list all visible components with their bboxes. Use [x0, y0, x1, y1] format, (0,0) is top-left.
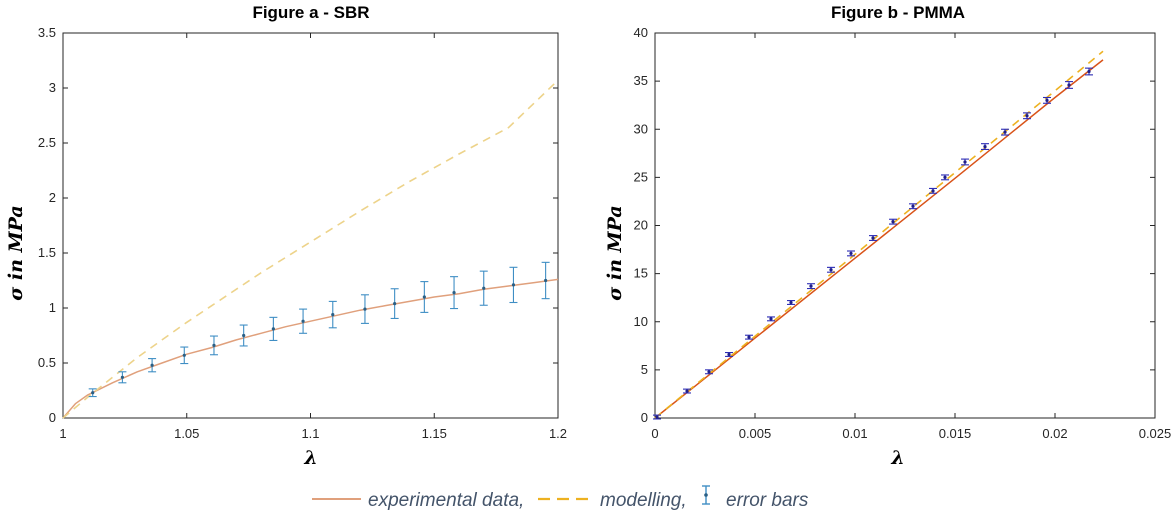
chart-b-errorbar: [725, 351, 733, 357]
chart-a-ytick-label: 1: [49, 300, 56, 315]
chart-b-ytick-label: 40: [634, 25, 648, 40]
chart-b-ytick-label: 35: [634, 73, 648, 88]
chart-a-errorbar: [269, 316, 278, 342]
chart-b-errorbar: [767, 316, 775, 322]
chart-a-ytick-label: 1.5: [38, 245, 56, 260]
chart-a-errorbar: [450, 276, 459, 310]
chart-a-xtick-label: 1.05: [174, 426, 199, 441]
chart-b-xtick-label: 0.01: [842, 426, 867, 441]
legend: experimental data, modelling, error bars: [312, 485, 809, 511]
chart-b-xtick-label: 0.025: [1139, 426, 1172, 441]
chart-a-ytick-label: 2: [49, 190, 56, 205]
chart-a-ytick-label: 3: [49, 80, 56, 95]
chart-b-errorbar: [981, 143, 989, 151]
chart-a-errorbar: [299, 308, 308, 334]
chart-b-errorbar: [961, 158, 969, 166]
chart-b-ytick-label: 20: [634, 218, 648, 233]
chart-a-errorbar: [118, 371, 127, 384]
chart-b-errorbar: [1001, 128, 1009, 136]
chart-a-errorbar: [148, 358, 157, 373]
chart-b-ytick-label: 10: [634, 314, 648, 329]
charts-canvas: Figure a - SBR λ σ in MPa 1 1.05 1.1 1.15 1.…: [5, 3, 1171, 469]
chart-a-ylabel: σ in MPa: [5, 205, 27, 300]
legend-experimental-label: experimental data,: [368, 490, 524, 511]
chart-b-errorbar: [909, 203, 917, 210]
chart-b-modelling-line: [654, 50, 1104, 419]
legend-errorbar-label: error bars: [726, 490, 809, 511]
chart-b-axes-box: [654, 32, 1156, 419]
chart-a-xtick-label: 1: [59, 426, 66, 441]
chart-a-errorbar: [209, 335, 218, 356]
chart-b-ylabel: σ in MPa: [604, 205, 626, 300]
chart-b-errorbar: [705, 369, 713, 375]
chart-b-errorbar: [1085, 67, 1093, 76]
chart-a-errorbar: [88, 388, 97, 398]
chart-b-xtick-label: 0: [651, 426, 658, 441]
chart-a-errorbar: [420, 281, 429, 313]
chart-b-errorbar: [941, 174, 949, 181]
chart-b-xtick-label: 0.005: [739, 426, 772, 441]
chart-b-errorbar: [653, 414, 661, 420]
chart-b-errorbar: [869, 235, 877, 241]
chart-b-errorbar: [787, 300, 795, 305]
chart-b-xtick-label: 0.015: [939, 426, 972, 441]
chart-b-errorbar: [683, 388, 691, 394]
chart-a-experimental-line: [62, 278, 559, 419]
chart-a-sbr: Figure a - SBR λ σ in MPa 1 1.05 1.1 1.15 1.…: [5, 3, 567, 469]
chart-b-errorbar: [1023, 112, 1031, 120]
legend-modelling-label: modelling,: [600, 490, 687, 511]
chart-b-ytick-label: 5: [641, 362, 648, 377]
chart-a-errorbar: [239, 324, 248, 347]
chart-b-errorbar: [1065, 81, 1073, 89]
chart-a-ytick-label: 3.5: [38, 25, 56, 40]
chart-b-errorbar: [827, 266, 835, 273]
chart-a-errorbar: [479, 270, 488, 306]
legend-errorbar-icon: [702, 485, 710, 505]
chart-a-title: Figure a - SBR: [252, 3, 369, 22]
chart-b-errorbar: [929, 187, 937, 194]
chart-a-errorbar: [541, 261, 550, 300]
chart-a-axes-box: [62, 32, 559, 419]
chart-a-ytick-label: 0.5: [38, 355, 56, 370]
chart-b-errorbar: [1043, 96, 1051, 104]
chart-a-xtick-label: 1.15: [422, 426, 447, 441]
chart-a-errorbar: [180, 346, 189, 365]
chart-a-xtick-label: 1.2: [549, 426, 567, 441]
chart-b-title: Figure b - PMMA: [831, 3, 965, 22]
chart-a-modelling-line: [62, 79, 559, 419]
chart-b-errorbar: [847, 250, 855, 257]
chart-b-xlabel: λ: [890, 447, 904, 469]
chart-b-ytick-label: 15: [634, 266, 648, 281]
chart-a-ytick-label: 2.5: [38, 135, 56, 150]
chart-b-experimental-line: [654, 59, 1104, 419]
chart-b-ytick-label: 30: [634, 121, 648, 136]
chart-b-errorbar: [807, 283, 815, 290]
chart-b-xtick-label: 0.02: [1042, 426, 1067, 441]
chart-a-xlabel: λ: [303, 447, 317, 469]
chart-b-ytick-label: 25: [634, 169, 648, 184]
chart-a-errorbar: [390, 288, 399, 320]
chart-a-xtick-label: 1.1: [301, 426, 319, 441]
chart-a-ytick-label: 0: [49, 410, 56, 425]
chart-a-errorbar: [360, 294, 369, 324]
chart-b-ytick-label: 0: [641, 410, 648, 425]
chart-b-errorbar: [745, 334, 753, 340]
chart-b-errorbar: [889, 218, 897, 225]
chart-b-pmma: Figure b - PMMA λ σ in MPa 0 0.005 0.01 0.0…: [604, 3, 1171, 469]
chart-a-errorbar: [328, 300, 337, 329]
chart-a-errorbar: [509, 266, 518, 304]
